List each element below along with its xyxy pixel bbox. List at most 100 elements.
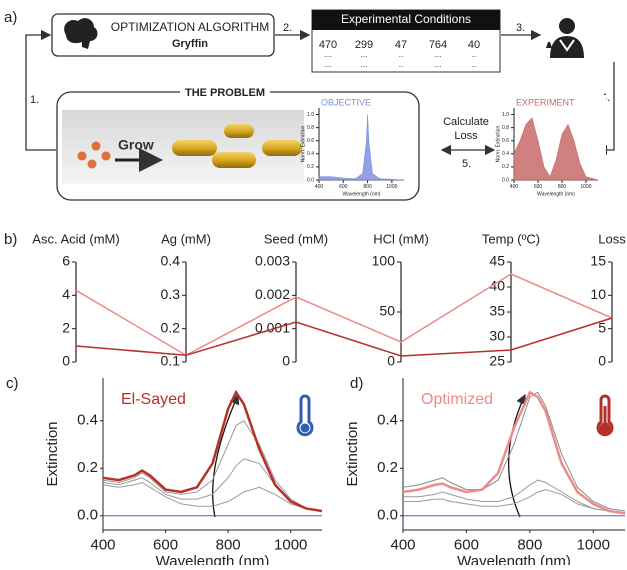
axis-label: HCl (mM)	[373, 231, 429, 246]
table-cell: ..	[399, 60, 403, 69]
scientist-icon	[546, 18, 584, 58]
y-tick-label: 1.0	[307, 112, 314, 118]
tick-label: 40	[489, 278, 505, 294]
x-tick-label: 1000	[274, 536, 307, 553]
seeds	[77, 141, 111, 169]
table-cell: 764	[429, 39, 447, 51]
y-tick-label: 0.4	[307, 151, 314, 157]
spectrum-line	[403, 489, 626, 514]
y-tick-label: 0.8	[307, 125, 314, 131]
panel-label: c)	[6, 375, 19, 392]
step-label: 5.	[462, 158, 471, 170]
thermometer-cold	[296, 394, 314, 437]
panel-label: a)	[4, 9, 17, 26]
tick-label: 0.3	[161, 286, 181, 302]
axis-label: Asc. Acid (mM)	[32, 231, 119, 246]
thermometer-hot	[596, 394, 614, 437]
x-tick-label: 400	[315, 184, 324, 190]
y-tick-label: 0.8	[502, 125, 509, 131]
panel-label: b)	[4, 231, 17, 248]
series-line	[75, 273, 613, 357]
x-axis-label: Wavelength (nm)	[156, 553, 270, 565]
tick-label: 0.1	[161, 353, 181, 369]
chart-title: EXPERIMENT	[516, 97, 575, 107]
y-tick-label: 0.6	[307, 138, 314, 144]
step-label: 2.	[283, 22, 292, 34]
x-tick-label: 800	[363, 184, 372, 190]
brain-icon	[64, 18, 98, 49]
x-tick-label: 600	[339, 184, 348, 190]
y-tick-label: 0.4	[77, 412, 98, 429]
x-tick-label: 600	[534, 184, 543, 190]
x-axis-label: Wavelength (nm)	[343, 191, 381, 197]
tick-label: 15	[590, 253, 606, 269]
y-tick-label: 0.2	[77, 459, 98, 476]
series-label: El-Sayed	[121, 391, 186, 408]
step-label: 3.	[516, 22, 525, 34]
area	[318, 114, 405, 181]
series-label: Optimized	[421, 391, 493, 408]
y-axis-label: Extinction	[344, 421, 361, 486]
tick-label: 5	[598, 319, 606, 335]
spectrum-line	[102, 420, 323, 512]
tick-label: 0.003	[255, 253, 290, 269]
table-cell: ...	[361, 60, 368, 69]
axis-label: Temp (ºC)	[482, 231, 540, 246]
y-tick-label: 0.2	[307, 164, 314, 170]
y-axis-label: Norm. Extinction	[300, 125, 306, 162]
loss-label: Loss	[454, 130, 478, 142]
x-axis-label: Wavelength (nm)	[537, 191, 575, 197]
x-tick-label: 400	[90, 536, 115, 553]
x-tick-label: 400	[390, 536, 415, 553]
trend-arrow	[212, 393, 240, 518]
table-cell: ..	[472, 60, 476, 69]
algorithm-box	[51, 13, 275, 57]
table-cell: ...	[435, 60, 442, 69]
axis-label: Seed (mM)	[264, 231, 328, 246]
x-tick-label: 600	[153, 536, 178, 553]
y-tick-label: 0.2	[377, 459, 398, 476]
tick-label: 0	[282, 353, 290, 369]
table-cell: ...	[325, 50, 332, 59]
table-cell: 47	[395, 39, 407, 51]
x-tick-label: 600	[454, 536, 479, 553]
y-tick-label: 0.0	[502, 177, 509, 183]
conditions-rows: 470 299 47 764 40..........................	[319, 39, 480, 69]
grow-label: Grow	[118, 137, 154, 153]
loop-arrow	[25, 29, 56, 151]
spectrum-line	[402, 390, 626, 515]
tick-label: 0.2	[161, 319, 181, 335]
tick-label: 10	[590, 286, 606, 302]
chart-title: OBJECTIVE	[321, 97, 371, 107]
y-tick-label: 0.4	[502, 151, 509, 157]
algorithm-title: OPTIMIZATION ALGORITHM	[111, 20, 269, 34]
table-cell: ...	[325, 60, 332, 69]
spectrum-line	[402, 391, 626, 512]
y-tick-label: 0.0	[377, 507, 398, 524]
table-cell: ..	[399, 50, 403, 59]
tick-label: 0.002	[255, 286, 290, 302]
x-tick-label: 1000	[386, 184, 397, 190]
title-bg	[180, 86, 270, 98]
y-tick-label: 0.0	[307, 177, 314, 183]
table-cell: 470	[319, 39, 337, 51]
y-tick-label: 1.0	[502, 112, 509, 118]
table-cell: ..	[472, 50, 476, 59]
x-tick-label: 1000	[580, 184, 591, 190]
tick-label: 50	[379, 303, 395, 319]
y-axis-label: Norm. Extinction	[495, 125, 501, 162]
x-tick-label: 800	[517, 536, 542, 553]
x-tick-label: 400	[510, 184, 519, 190]
tick-label: 0.4	[161, 253, 181, 269]
tick-label: 0	[62, 353, 70, 369]
x-tick-label: 1000	[577, 536, 610, 553]
x-tick-label: 800	[558, 184, 567, 190]
tick-label: 4	[62, 286, 70, 302]
area	[513, 117, 599, 181]
conditions-title: Experimental Conditions	[341, 12, 471, 26]
spectrum-line	[102, 481, 323, 512]
tick-label: 100	[372, 253, 396, 269]
axis-label: Loss	[598, 231, 626, 246]
table-cell: ...	[435, 50, 442, 59]
spectrum-line	[102, 389, 323, 513]
